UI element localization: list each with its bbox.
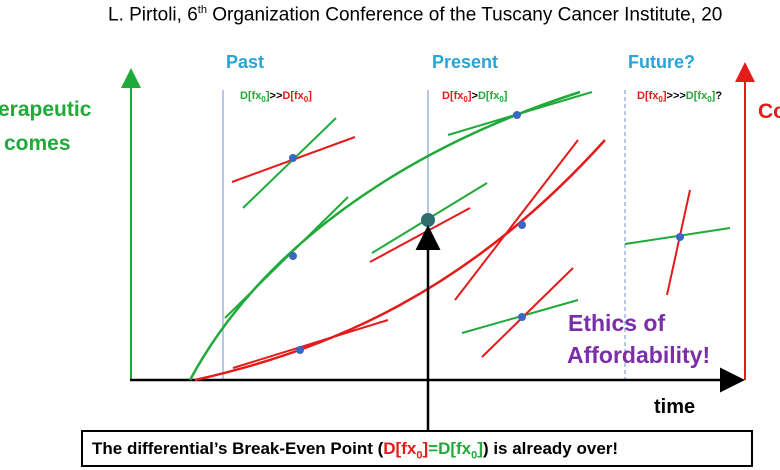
text-part: ) is already over! — [482, 439, 619, 458]
text-part: ] — [477, 439, 483, 458]
text-part: ] — [503, 90, 508, 102]
text-part: 0 — [707, 95, 712, 105]
text-part: th — [197, 4, 207, 16]
footer-box — [81, 430, 753, 467]
left-label: erapeutic — [0, 98, 92, 121]
cost-curve — [194, 139, 606, 382]
text-part: The differential’s Break-Even Point ( — [92, 439, 384, 458]
text-part: ] — [467, 90, 472, 102]
text-part: ] — [308, 90, 312, 102]
outcome-curve — [188, 90, 581, 381]
text-part: 0 — [658, 95, 663, 105]
text-part: D[fx — [240, 90, 262, 102]
text-part: D[fx — [685, 90, 708, 102]
text-part: ] — [662, 90, 667, 102]
text-part: >>> — [666, 90, 686, 102]
footer-text: The differential’s Break-Even Point (D[f… — [92, 439, 618, 461]
x-label: time — [654, 396, 696, 418]
formula: D[fx0]>>D[fx0] — [240, 90, 312, 104]
text-part: ] — [265, 90, 270, 102]
text-part: D[fx — [438, 439, 472, 458]
header: L. Pirtoli, 6th Organization Conference … — [108, 4, 722, 26]
left-label: comes — [4, 132, 71, 155]
column-title: Present — [432, 52, 499, 72]
formula: D[fx0]>D[fx0] — [442, 90, 507, 104]
text-part: D[fx — [383, 439, 417, 458]
text-part: = — [428, 439, 439, 458]
ethics-text: Ethics of — [568, 310, 666, 336]
guides — [222, 90, 626, 380]
text-part: 0 — [499, 95, 504, 105]
text-part: > — [471, 90, 478, 102]
text-part: D[fx — [477, 90, 500, 102]
column-title: Future? — [628, 52, 695, 72]
text-part: L. Pirtoli, 6 — [108, 4, 198, 26]
text-part: D[fx — [637, 90, 659, 102]
text-part: ] — [711, 90, 716, 102]
ethics-text: Affordability! — [567, 342, 711, 368]
text-part: >> — [269, 90, 283, 102]
text-part: ? — [715, 90, 723, 102]
text-part: D[fx — [442, 90, 464, 102]
formula: D[fx0]>>>D[fx0]? — [637, 90, 722, 104]
text-part: Organization Conference of the Tuscany C… — [212, 4, 723, 26]
text-part: ] — [422, 439, 429, 458]
text-part: 0 — [303, 95, 309, 105]
text-part: 0 — [463, 95, 468, 105]
column-title: Past — [226, 52, 265, 72]
text-part: 0 — [261, 95, 266, 105]
text-part: D[fx — [282, 90, 304, 102]
text-part: 0 — [416, 449, 423, 462]
text-part: 0 — [471, 449, 478, 462]
right-label: Co — [758, 100, 780, 123]
points — [289, 111, 684, 354]
